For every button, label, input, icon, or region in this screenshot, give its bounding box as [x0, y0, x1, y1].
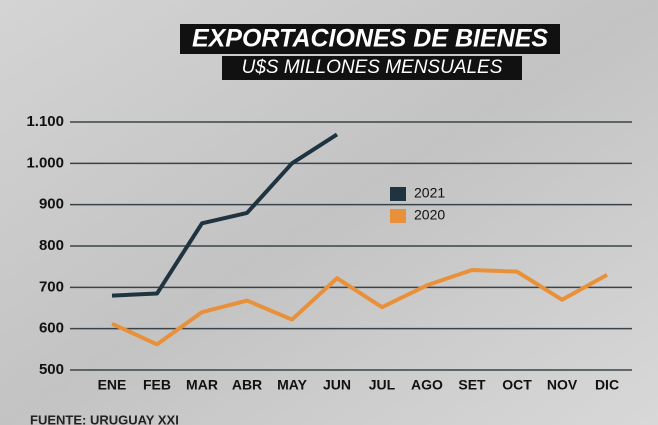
y-tick-label: 800	[39, 237, 64, 254]
line-series	[111, 267, 608, 347]
legend-swatch	[390, 209, 406, 223]
y-tick-label: 700	[39, 278, 64, 295]
line-series	[111, 132, 339, 298]
x-tick-label: FEB	[143, 377, 171, 393]
legend-label: 2020	[414, 207, 445, 223]
x-tick-label: ENE	[98, 377, 127, 393]
x-tick-label: DIC	[595, 377, 619, 393]
x-tick-label: ABR	[232, 377, 262, 393]
legend-swatch	[390, 187, 406, 201]
y-tick-label: 500	[39, 361, 64, 378]
x-tick-label: JUN	[323, 377, 351, 393]
source: FUENTE: URUGUAY XXI	[30, 412, 179, 425]
y-tick-label: 1.100	[26, 113, 64, 130]
x-tick-label: MAY	[277, 377, 307, 393]
y-tick-label: 900	[39, 196, 64, 213]
chart-subtitle: U$S MILLONES MENSUALES	[242, 57, 503, 78]
x-tick-label: SET	[458, 377, 486, 393]
x-tick-label: NOV	[547, 377, 578, 393]
title-box	[180, 24, 560, 54]
y-tick-label: 1.000	[26, 154, 64, 171]
x-tick-label: AGO	[411, 377, 443, 393]
x-tick-label: OCT	[502, 377, 532, 393]
subtitle-box	[222, 56, 522, 80]
x-tick-label: MAR	[186, 377, 218, 393]
legend-label: 2021	[414, 185, 445, 201]
chart-title: EXPORTACIONES DE BIENES	[192, 25, 548, 53]
x-tick-label: JUL	[369, 377, 396, 393]
y-tick-label: 600	[39, 320, 64, 337]
